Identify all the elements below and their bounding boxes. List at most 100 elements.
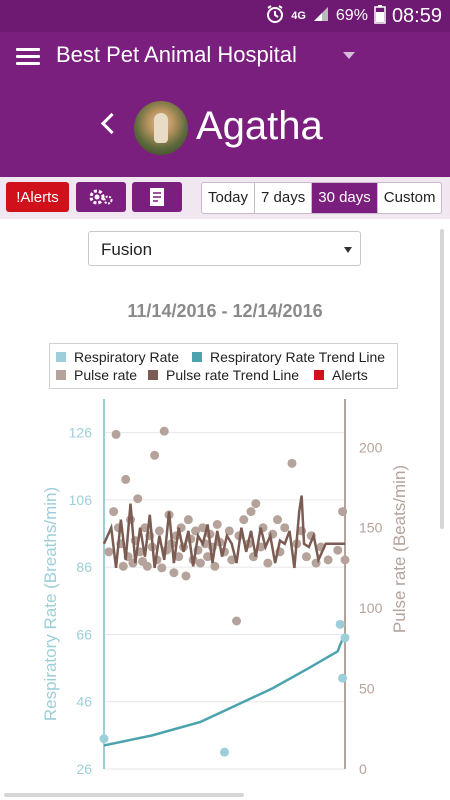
range-7-days[interactable]: 7 days: [255, 183, 313, 213]
pulse-rate-point: [195, 558, 205, 568]
network-label: 4G: [291, 10, 306, 22]
pulse-rate-point: [232, 616, 242, 626]
pulse-rate-point: [273, 515, 283, 525]
pulse-rate-point: [109, 507, 119, 517]
range-custom[interactable]: Custom: [383, 189, 436, 206]
range-today[interactable]: Today: [202, 183, 256, 213]
pet-avatar: [134, 101, 188, 155]
legend-label: Respiratory Rate: [74, 349, 180, 365]
pet-name: Agatha: [196, 104, 323, 148]
pulse-rate-point: [340, 555, 350, 565]
legend-alerts[interactable]: Alerts: [314, 367, 368, 383]
legend-respiratory-trend[interactable]: Respiratory Rate Trend Line: [192, 349, 385, 365]
pulse-rate-point: [111, 429, 121, 439]
pulse-rate-point: [280, 523, 290, 533]
legend-respiratory-rate[interactable]: Respiratory Rate: [56, 349, 179, 365]
pulse-rate-point: [159, 426, 169, 436]
respiratory-rate-point: [335, 619, 345, 629]
pulse-rate-point: [323, 555, 333, 565]
vertical-scrollbar[interactable]: [440, 229, 444, 529]
toolbar: !Alerts Today 7 days 30 days Custom: [0, 177, 450, 219]
pulse-rate-point: [133, 494, 143, 504]
y-tick-label: 26: [76, 761, 92, 777]
y2-tick-label: 200: [359, 439, 383, 455]
chevron-left-icon[interactable]: [100, 112, 123, 135]
y2-tick-label: 150: [359, 520, 383, 536]
legend-pulse-trend[interactable]: Pulse rate Trend Line: [148, 367, 299, 383]
pulse-rate-point: [301, 552, 311, 562]
pulse-rate-point: [118, 561, 128, 571]
chart-legend: Respiratory Rate Respiratory Rate Trend …: [49, 343, 398, 389]
chart-content: Fusion 11/14/2016 - 12/14/2016 Respirato…: [0, 219, 450, 800]
y-axis-title: Respiratory Rate (Breaths/min): [41, 487, 60, 721]
pulse-rate-point: [263, 558, 273, 568]
alerts-button[interactable]: !Alerts: [6, 182, 69, 212]
legend-label: Alerts: [332, 367, 368, 383]
pulse-rate-point: [212, 519, 222, 529]
pulse-rate-point: [333, 545, 343, 555]
pulse-rate-point: [154, 526, 164, 536]
y2-tick-label: 100: [359, 600, 383, 616]
pulse-rate-point: [203, 552, 213, 562]
notes-icon: [150, 188, 164, 206]
clock: 08:59: [391, 4, 442, 27]
legend-swatch: [56, 352, 66, 362]
respiratory-rate-point: [220, 747, 229, 757]
gears-icon: [89, 189, 113, 205]
app-bar: Best Pet Animal Hospital: [0, 32, 450, 82]
pulse-rate-point: [174, 552, 184, 562]
respiratory-trend-line: [103, 633, 347, 747]
legend-swatch: [56, 370, 66, 380]
caret-down-icon[interactable]: [343, 52, 355, 59]
pulse-rate-point: [181, 571, 191, 581]
legend-swatch: [314, 370, 324, 380]
pulse-rate-point: [142, 561, 152, 571]
pulse-rate-point: [239, 515, 249, 525]
pulse-rate-point: [287, 458, 297, 468]
y-tick-label: 126: [69, 425, 93, 441]
pulse-trend-line: [102, 495, 345, 569]
vitals-chart: 126 106 86 66 46 26 200 150 100 50 0 Respiratory Ra…: [41, 399, 409, 777]
pulse-rate-point: [157, 563, 167, 573]
y-tick-label: 106: [69, 492, 93, 508]
battery-icon: [374, 4, 386, 29]
pulse-rate-point: [183, 515, 193, 525]
status-bar: 4G 69% 08:59: [0, 0, 450, 32]
hamburger-menu-icon[interactable]: [16, 48, 40, 66]
date-range: 11/14/2016 - 12/14/2016: [127, 301, 323, 321]
y-tick-label: 66: [76, 626, 92, 642]
pulse-rate-point: [150, 450, 160, 460]
y2-tick-label: 0: [359, 761, 367, 777]
patient-header: Agatha: [0, 82, 450, 177]
legend-label: Pulse rate: [74, 367, 138, 383]
clinic-title[interactable]: Best Pet Animal Hospital: [56, 42, 297, 67]
legend-label: Pulse rate Trend Line: [166, 367, 300, 383]
pulse-rate-point: [121, 474, 131, 484]
range-selector: Today 7 days 30 days Custom: [201, 182, 443, 214]
pulse-rate-point: [224, 526, 234, 536]
legend-label: Respiratory Rate Trend Line: [210, 349, 386, 365]
y-tick-label: 46: [76, 694, 92, 710]
range-30-days[interactable]: 30 days: [312, 183, 378, 213]
respiratory-rate-point: [99, 734, 109, 744]
view-select-value: Fusion: [101, 240, 153, 259]
horizontal-scrollbar[interactable]: [4, 793, 244, 797]
legend-swatch: [148, 370, 158, 380]
respiratory-rate-point: [340, 633, 350, 643]
pulse-rate-point: [169, 568, 179, 578]
pulse-rate-point: [338, 507, 348, 517]
settings-button[interactable]: [76, 182, 126, 212]
select-arrow-icon: [344, 247, 352, 253]
y-tick-label: 86: [76, 559, 92, 575]
alarm-clock-icon: [265, 4, 285, 29]
pulse-rate-point: [246, 507, 256, 517]
pulse-rate-point: [104, 547, 114, 557]
y2-axis-title: Pulse rate (Beats/min): [390, 465, 409, 633]
pulse-rate-point: [210, 561, 220, 571]
notes-button[interactable]: [132, 182, 182, 212]
signal-icon: [312, 5, 330, 28]
pulse-rate-point: [251, 499, 261, 509]
legend-pulse-rate[interactable]: Pulse rate: [56, 367, 137, 383]
respiratory-rate-point: [338, 673, 348, 683]
view-select[interactable]: Fusion: [88, 231, 361, 266]
